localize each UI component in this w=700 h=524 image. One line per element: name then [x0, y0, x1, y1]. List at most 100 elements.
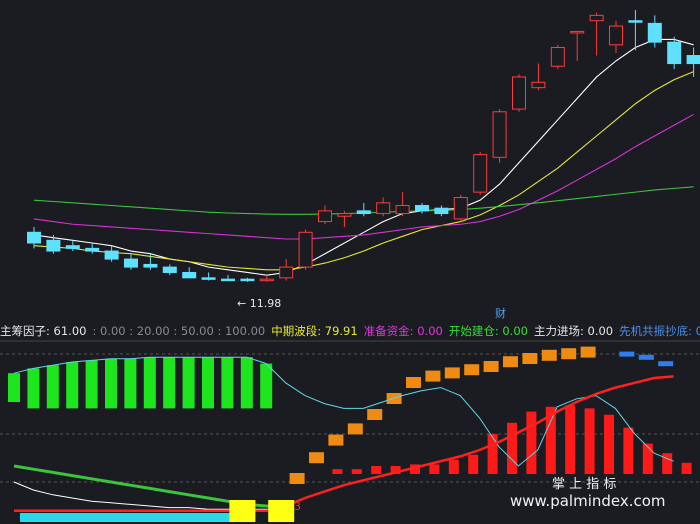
- candle-body: [182, 271, 197, 279]
- candle-body: [512, 76, 526, 110]
- green-bar: [182, 357, 195, 409]
- orange-block: [425, 370, 441, 382]
- candle-body: [628, 20, 643, 23]
- cyan-line: [13, 356, 674, 467]
- yellow-block: [268, 500, 295, 522]
- candle-body: [550, 46, 565, 67]
- indicator-panel: [0, 340, 700, 522]
- red-bar: [507, 422, 517, 474]
- last-price-label: ← 11.98: [237, 297, 281, 310]
- green-bar: [163, 357, 176, 409]
- green-bar: [105, 358, 117, 409]
- orange-block: [580, 346, 596, 358]
- watermark-url: www.palmindex.com: [510, 492, 666, 510]
- red-bar: [545, 406, 556, 474]
- green-bar: [27, 368, 40, 409]
- orange-block: [522, 353, 538, 364]
- yellow-block: [229, 500, 256, 522]
- candle-body: [376, 202, 391, 215]
- red-bar: [604, 414, 614, 474]
- orange-block: [289, 473, 305, 484]
- ma-line-0: [33, 38, 694, 276]
- orange-block: [541, 349, 557, 361]
- orange-block: [309, 452, 324, 464]
- legend-item: 准备资金: 0.00: [363, 324, 443, 338]
- ma-line-2: [33, 113, 694, 240]
- candle-body: [85, 247, 100, 252]
- watermark-cn: 掌 上 指 标: [552, 477, 616, 492]
- candle-body: [473, 154, 488, 193]
- candle-body: [143, 263, 158, 268]
- red-bar: [526, 411, 537, 474]
- candle-body: [279, 266, 294, 279]
- candle-body: [609, 25, 623, 46]
- blue-block: [619, 351, 635, 357]
- red-bar: [468, 454, 479, 474]
- candle-body: [453, 196, 468, 220]
- candle-body: [27, 231, 41, 244]
- green-bar: [66, 362, 79, 409]
- candle-body: [434, 207, 449, 215]
- legend-item: 中期波段: 79.91: [271, 324, 358, 338]
- legend-item: 开始建仓: 0.00: [448, 324, 528, 338]
- red-bar: [390, 466, 401, 474]
- candle-body: [589, 14, 604, 22]
- candle-body: [221, 278, 235, 282]
- indicator-legend: 主筹因子: 61.00: 0.00 : 20.00 : 50.00 : 100.…: [0, 322, 700, 340]
- green-bar: [46, 365, 59, 409]
- candle-body: [240, 278, 255, 282]
- green-bar: [240, 357, 253, 409]
- candle-body: [65, 245, 80, 249]
- red-bar: [448, 459, 459, 474]
- candle-body: [395, 205, 410, 215]
- orange-block: [561, 348, 577, 360]
- red-line: [14, 375, 674, 513]
- red-bar: [565, 405, 576, 474]
- blue-block: [638, 354, 654, 360]
- legend-item: 主力进场: 0.00: [533, 324, 614, 338]
- candle-body: [356, 210, 371, 215]
- green-bar: [202, 357, 214, 409]
- red-bar: [371, 466, 382, 474]
- candle-body: [298, 231, 313, 268]
- candle-body: [647, 22, 662, 43]
- candle-body: [46, 239, 61, 252]
- red-bar: [623, 427, 634, 474]
- candle-body: [531, 81, 546, 89]
- blue-block: [658, 361, 674, 367]
- red-bar: [487, 434, 498, 474]
- legend-item: 主筹因子: 61.00: [0, 324, 87, 338]
- candle-body: [162, 266, 177, 273]
- price-panel: [27, 10, 700, 282]
- orange-block: [483, 361, 499, 372]
- orange-block: [406, 377, 421, 388]
- orange-block: [347, 423, 363, 435]
- event-marker-label: 财: [495, 306, 506, 320]
- green-bar: [8, 373, 20, 402]
- legend-item: 先机共振抄底: 0.: [619, 324, 700, 338]
- green-bar: [221, 357, 234, 409]
- orange-block: [328, 434, 344, 446]
- orange-block: [464, 364, 480, 376]
- red-bar: [642, 443, 653, 474]
- orange-block: [444, 367, 460, 379]
- green-bar: [143, 357, 156, 409]
- red-bar: [332, 469, 343, 474]
- candle-body: [318, 210, 332, 223]
- candle-body: [104, 250, 119, 260]
- candle-body: [686, 55, 700, 65]
- candle-body: [570, 30, 585, 34]
- corner-label: 3: [294, 500, 301, 513]
- red-bar: [351, 469, 362, 474]
- red-bar: [681, 462, 692, 474]
- red-bar: [662, 453, 673, 474]
- orange-block: [367, 409, 383, 420]
- candle-body: [415, 205, 429, 212]
- candle-body: [201, 277, 216, 280]
- candle-body: [337, 213, 352, 217]
- green-bar: [85, 360, 98, 409]
- red-bar: [584, 408, 595, 474]
- green-bar: [124, 358, 137, 409]
- orange-block: [503, 356, 518, 368]
